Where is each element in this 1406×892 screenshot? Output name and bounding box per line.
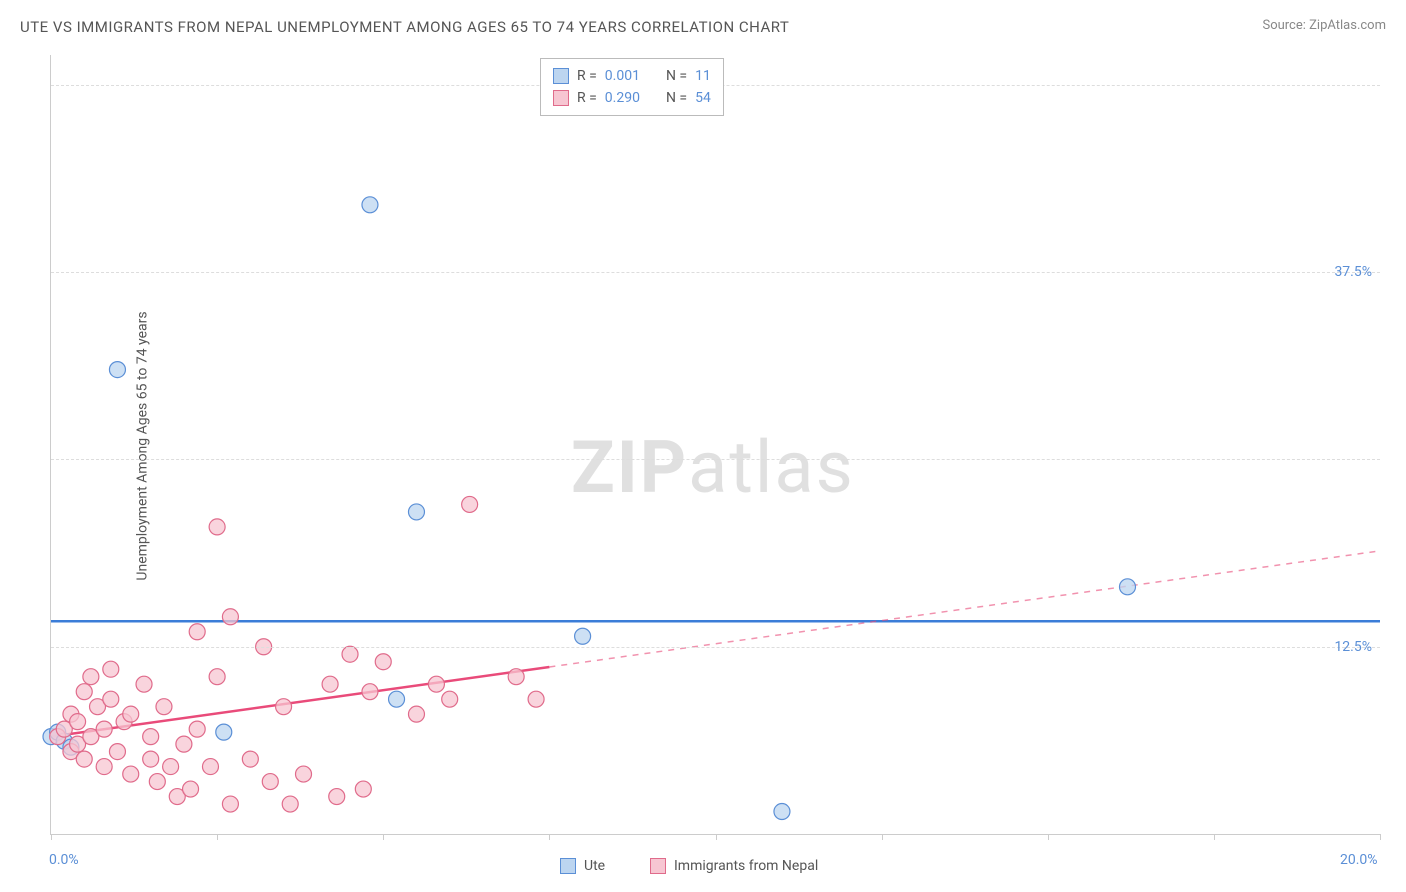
x-tick-label: 0.0%	[49, 852, 79, 868]
y-tick-label: 12.5%	[1334, 639, 1372, 655]
y-tick-label: 37.5%	[1334, 264, 1372, 280]
chart-title: UTE VS IMMIGRANTS FROM NEPAL UNEMPLOYMEN…	[20, 18, 789, 36]
swatch-pink-icon	[553, 90, 569, 106]
swatch-pink-icon	[650, 858, 666, 874]
r-value-ute: 0.001	[605, 68, 640, 84]
series-legend-nepal: Immigrants from Nepal	[650, 858, 818, 874]
swatch-blue-icon	[553, 68, 569, 84]
series-name-ute: Ute	[584, 858, 605, 874]
legend-row-ute: R = 0.001 N = 11	[553, 65, 711, 87]
r-label: R =	[577, 68, 597, 84]
chart-svg	[51, 55, 1380, 834]
legend-row-nepal: R = 0.290 N = 54	[553, 87, 711, 109]
series-legend-ute: Ute	[560, 858, 605, 874]
n-label: N =	[666, 90, 687, 106]
source-label: Source: ZipAtlas.com	[1262, 18, 1386, 33]
plot-area: ZIPatlas 12.5%37.5%0.0%20.0%	[50, 55, 1380, 835]
correlation-legend: R = 0.001 N = 11 R = 0.290 N = 54	[540, 58, 724, 116]
n-value-nepal: 54	[695, 90, 711, 106]
r-value-nepal: 0.290	[605, 90, 640, 106]
n-value-ute: 11	[695, 68, 711, 84]
series-name-nepal: Immigrants from Nepal	[674, 858, 818, 874]
swatch-blue-icon	[560, 858, 576, 874]
r-label: R =	[577, 90, 597, 106]
n-label: N =	[666, 68, 687, 84]
x-tick-label: 20.0%	[1340, 852, 1378, 868]
